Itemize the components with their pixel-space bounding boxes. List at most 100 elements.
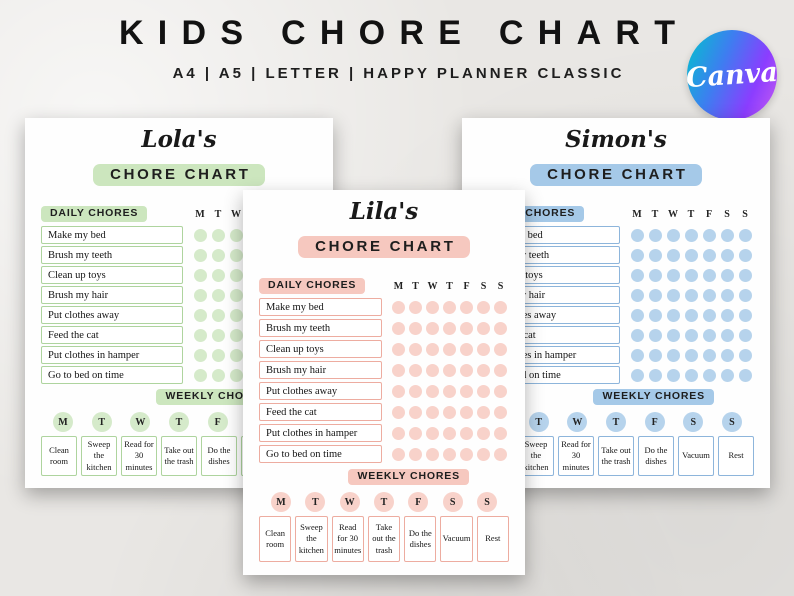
chore-dot bbox=[460, 300, 473, 314]
chore-dot bbox=[193, 288, 207, 302]
chore-dot bbox=[648, 288, 662, 302]
day-letter: W bbox=[427, 280, 438, 292]
chore-dot bbox=[409, 342, 422, 356]
dot-row bbox=[628, 228, 754, 242]
dot-cell bbox=[191, 368, 209, 382]
dot-cell bbox=[736, 228, 754, 242]
chore-dot bbox=[684, 348, 698, 362]
chore-dot bbox=[666, 248, 680, 262]
dot-cell bbox=[209, 368, 227, 382]
weekly-chore-box: Read for 30 minutes bbox=[121, 436, 157, 476]
dot-cell bbox=[227, 248, 245, 262]
dot-row bbox=[390, 300, 509, 314]
weekly-day-letter: T bbox=[168, 412, 189, 432]
dot-cell bbox=[390, 384, 407, 398]
dot-cell bbox=[700, 288, 718, 302]
dot-cell bbox=[718, 308, 736, 322]
chore-dot bbox=[648, 348, 662, 362]
chore-dot bbox=[460, 405, 473, 419]
chore-dot bbox=[630, 288, 644, 302]
chore-dot bbox=[211, 248, 225, 262]
chart-title-row: CHORE CHART bbox=[478, 164, 754, 186]
chore-dot bbox=[738, 308, 752, 322]
chore-dot bbox=[443, 321, 456, 335]
weekly-day-letter: T bbox=[605, 412, 626, 432]
weekly-day-letter: M bbox=[271, 492, 291, 512]
weekly-chore-box: Clean room bbox=[259, 516, 292, 562]
dot-row bbox=[628, 308, 754, 322]
dot-cell bbox=[628, 368, 646, 382]
chore-dot bbox=[738, 368, 752, 382]
day-letter: F bbox=[463, 280, 470, 292]
dot-cell bbox=[628, 348, 646, 362]
dot-cell bbox=[227, 308, 245, 322]
chart-title: CHORE CHART bbox=[298, 236, 470, 258]
chore-dot bbox=[211, 348, 225, 362]
daily-chore-label: Brush my teeth bbox=[259, 319, 382, 337]
dot-cell bbox=[458, 447, 475, 461]
weekly-chore-box: Do the dishes bbox=[201, 436, 237, 476]
dot-cell bbox=[682, 348, 700, 362]
dot-cell bbox=[700, 328, 718, 342]
dot-cell bbox=[736, 368, 754, 382]
chart-owner-name: Lila's bbox=[349, 198, 419, 225]
dot-row bbox=[628, 288, 754, 302]
weekly-chore-box: Vacuum bbox=[678, 436, 714, 476]
chore-dot bbox=[443, 426, 456, 440]
weekly-chore-box: Take out the trash bbox=[161, 436, 197, 476]
daily-chore-label: Go to bed on time bbox=[41, 366, 183, 384]
daily-chores-label: DAILY CHORES bbox=[259, 278, 366, 294]
chore-dot bbox=[684, 328, 698, 342]
dot-row bbox=[628, 268, 754, 282]
daily-chore-label: Put clothes in hamper bbox=[41, 346, 183, 364]
chore-dot bbox=[409, 384, 422, 398]
weekly-header-row: WEEKLY CHORES bbox=[478, 386, 754, 405]
chore-dot bbox=[211, 308, 225, 322]
dot-cell bbox=[227, 368, 245, 382]
chore-dot bbox=[460, 321, 473, 335]
chore-dot bbox=[193, 248, 207, 262]
dot-cell bbox=[492, 342, 509, 356]
dot-cell bbox=[407, 384, 424, 398]
chore-dot bbox=[630, 368, 644, 382]
chore-dot bbox=[702, 328, 716, 342]
chart-title-row: CHORE CHART bbox=[41, 164, 317, 186]
weekly-day-letter: S bbox=[476, 492, 497, 512]
chore-dot bbox=[477, 300, 490, 314]
dot-cell bbox=[646, 348, 664, 362]
dot-row bbox=[390, 363, 509, 377]
chore-dot bbox=[630, 248, 644, 262]
dot-cell bbox=[646, 248, 664, 262]
dot-cell bbox=[718, 368, 736, 382]
chore-dot bbox=[738, 228, 752, 242]
daily-chore-row: Brush my hair bbox=[259, 361, 509, 379]
chore-dot bbox=[392, 405, 405, 419]
dot-cell bbox=[492, 300, 509, 314]
dot-cell bbox=[682, 268, 700, 282]
dot-cell bbox=[227, 268, 245, 282]
dot-cell bbox=[458, 363, 475, 377]
chore-dot bbox=[409, 300, 422, 314]
dot-cell bbox=[736, 328, 754, 342]
chore-dot bbox=[211, 288, 225, 302]
chore-dot bbox=[684, 268, 698, 282]
dot-row bbox=[390, 384, 509, 398]
chore-dot bbox=[426, 342, 439, 356]
daily-chore-label: Make my bed bbox=[259, 298, 382, 316]
dot-cell bbox=[664, 268, 682, 282]
dot-cell bbox=[718, 228, 736, 242]
dot-cell bbox=[390, 447, 407, 461]
chore-dot bbox=[229, 228, 243, 242]
dot-cell bbox=[492, 447, 509, 461]
dot-cell bbox=[227, 228, 245, 242]
weekly-chore-box: Sweep the kitchen bbox=[81, 436, 117, 476]
chore-dot bbox=[630, 328, 644, 342]
day-letter: W bbox=[231, 208, 241, 220]
dot-cell bbox=[407, 405, 424, 419]
dot-cell bbox=[682, 288, 700, 302]
chore-dot bbox=[229, 308, 243, 322]
dot-row bbox=[390, 426, 509, 440]
chore-dot bbox=[648, 228, 662, 242]
chore-dot bbox=[392, 426, 405, 440]
